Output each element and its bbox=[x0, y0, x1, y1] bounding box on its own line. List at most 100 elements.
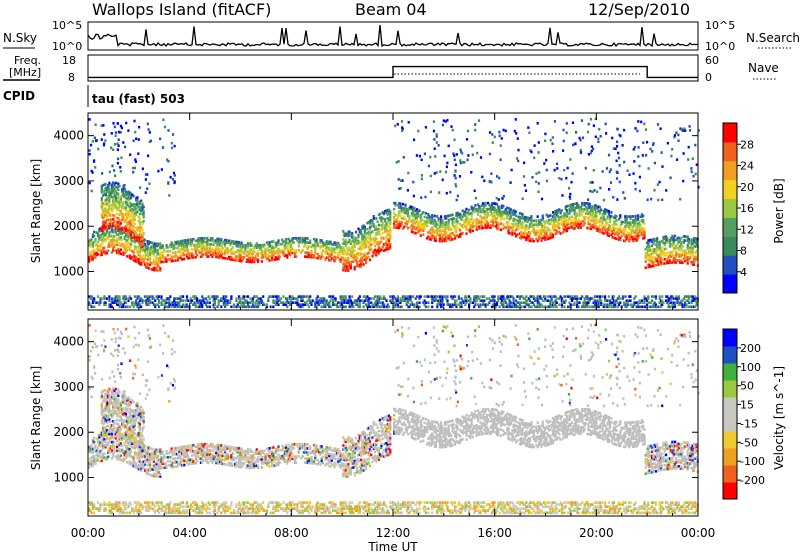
scatter-cell bbox=[589, 190, 591, 193]
scatter-cell bbox=[696, 250, 698, 253]
scatter-cell bbox=[303, 295, 305, 298]
scatter-cell bbox=[585, 206, 587, 209]
scatter-cell bbox=[166, 258, 168, 261]
scatter-cell bbox=[295, 249, 297, 252]
scatter-cell bbox=[89, 182, 91, 185]
scatter-cell bbox=[185, 239, 187, 242]
scatter-cell bbox=[452, 214, 454, 217]
scatter-cell bbox=[465, 232, 467, 235]
scatter-cell bbox=[599, 206, 601, 209]
scatter-cell bbox=[138, 126, 140, 129]
scatter-cell bbox=[566, 122, 568, 125]
scatter-cell bbox=[682, 245, 684, 248]
scatter-cell bbox=[89, 153, 91, 156]
scatter-cell bbox=[648, 245, 650, 248]
scatter-cell bbox=[272, 255, 274, 258]
scatter-cell bbox=[141, 235, 143, 238]
scatter-cell bbox=[473, 225, 475, 228]
scatter-cell bbox=[650, 306, 652, 309]
scatter-cell bbox=[117, 162, 119, 165]
scatter-cell bbox=[629, 221, 631, 224]
scatter-cell bbox=[446, 299, 448, 302]
scatter-cell bbox=[448, 145, 450, 148]
scatter-cell bbox=[129, 306, 131, 309]
scatter-cell bbox=[404, 204, 406, 207]
scatter-cell bbox=[427, 301, 429, 304]
scatter-cell bbox=[269, 295, 271, 298]
scatter-cell bbox=[446, 119, 448, 122]
scatter-cell bbox=[616, 171, 618, 174]
scatter-cell bbox=[143, 299, 145, 302]
scatter-cell bbox=[105, 193, 107, 196]
scatter-cell bbox=[619, 297, 621, 300]
scatter-cell bbox=[312, 299, 314, 302]
scatter-cell bbox=[114, 126, 116, 129]
scatter-cell bbox=[589, 306, 591, 309]
scatter-cell bbox=[500, 229, 502, 232]
scatter-cell bbox=[385, 299, 387, 302]
scatter-cell bbox=[374, 295, 376, 298]
scatter-cell bbox=[619, 301, 621, 304]
scatter-cell bbox=[420, 295, 422, 298]
scatter-cell bbox=[104, 139, 106, 142]
scatter-cell bbox=[369, 259, 371, 262]
scatter-cell bbox=[167, 181, 169, 184]
scatter-cell bbox=[615, 215, 617, 218]
scatter-cell bbox=[654, 162, 656, 165]
scatter-cell bbox=[610, 181, 612, 184]
scatter-cell bbox=[595, 205, 597, 208]
scatter-cell bbox=[112, 148, 114, 151]
scatter-cell bbox=[493, 299, 495, 302]
scatter-cell bbox=[599, 224, 601, 227]
scatter-cell bbox=[191, 248, 193, 251]
scatter-cell bbox=[382, 217, 384, 220]
scatter-cell bbox=[577, 218, 579, 221]
scatter-cell bbox=[161, 168, 163, 171]
scatter-cell bbox=[581, 119, 583, 122]
scatter-cell bbox=[153, 258, 155, 261]
scatter-cell bbox=[370, 297, 372, 300]
scatter-cell bbox=[590, 118, 592, 121]
scatter-cell bbox=[687, 236, 689, 239]
scatter-cell bbox=[105, 226, 107, 229]
scatter-cell bbox=[549, 229, 551, 232]
scatter-cell bbox=[412, 219, 414, 222]
scatter-cell bbox=[91, 190, 93, 193]
scatter-cell bbox=[497, 222, 499, 225]
scatter-cell bbox=[119, 166, 121, 169]
scatter-cell bbox=[103, 144, 105, 147]
scatter-cell bbox=[428, 165, 430, 168]
scatter-cell bbox=[139, 213, 141, 216]
scatter-cell bbox=[565, 295, 567, 298]
scatter-cell bbox=[688, 146, 690, 149]
scatter-cell bbox=[111, 132, 113, 135]
scatter-cell bbox=[379, 301, 381, 304]
scatter-cell bbox=[495, 209, 497, 212]
scatter-cell bbox=[180, 250, 182, 253]
scatter-cell bbox=[544, 222, 546, 225]
scatter-cell bbox=[528, 132, 530, 135]
scatter-cell bbox=[667, 142, 669, 145]
scatter-cell bbox=[370, 237, 372, 240]
noise-right-label: N.Search bbox=[746, 31, 800, 45]
scatter-cell bbox=[656, 258, 658, 261]
scatter-cell bbox=[595, 136, 597, 139]
scatter-cell bbox=[516, 157, 518, 160]
scatter-cell bbox=[248, 306, 250, 309]
scatter-cell bbox=[662, 301, 664, 304]
scatter-cell bbox=[613, 295, 615, 298]
scatter-cell bbox=[397, 295, 399, 298]
scatter-cell bbox=[257, 259, 259, 262]
scatter-cell bbox=[671, 148, 673, 151]
scatter-cell bbox=[579, 139, 581, 142]
scatter-cell bbox=[93, 231, 95, 234]
scatter-cell bbox=[637, 155, 639, 158]
scatter-cell bbox=[369, 234, 371, 237]
scatter-cell bbox=[420, 234, 422, 237]
scatter-cell bbox=[375, 217, 377, 220]
scatter-cell bbox=[113, 239, 115, 242]
scatter-cell bbox=[574, 301, 576, 304]
scatter-cell bbox=[656, 245, 658, 248]
scatter-cell bbox=[401, 306, 403, 309]
scatter-cell bbox=[569, 196, 571, 199]
